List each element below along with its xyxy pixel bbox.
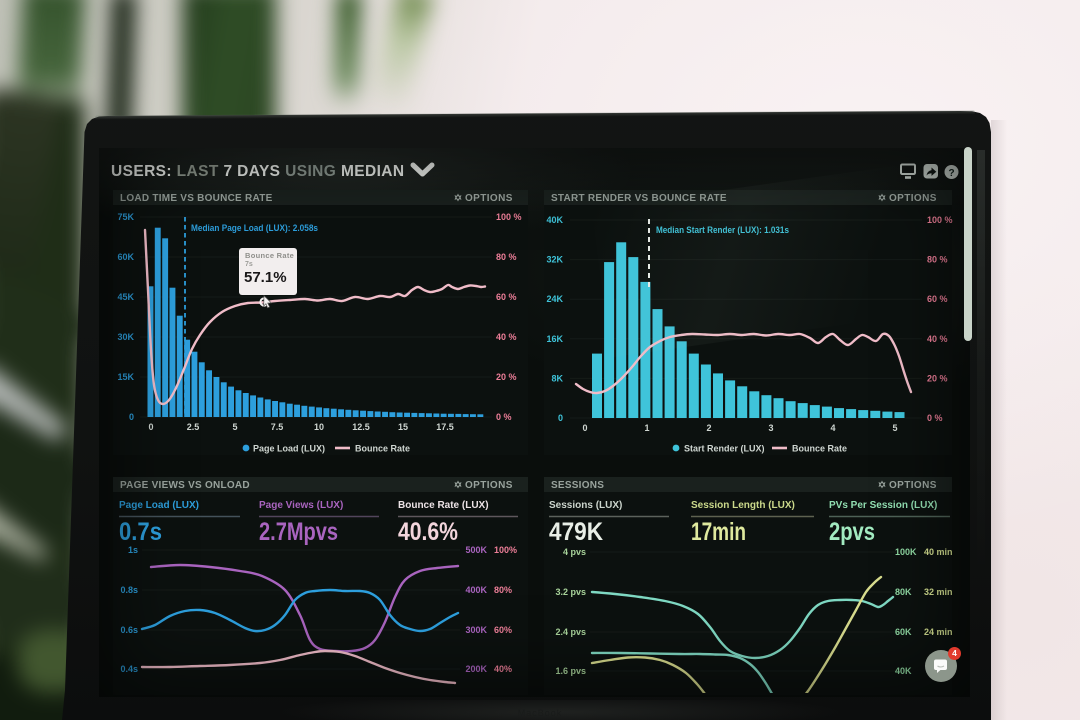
svg-text:60K: 60K [895, 627, 912, 637]
svg-text:1.6 pvs: 1.6 pvs [555, 666, 586, 676]
svg-text:2.5: 2.5 [187, 422, 200, 432]
svg-text:40 min: 40 min [924, 547, 953, 557]
svg-text:0.7s: 0.7s [119, 518, 162, 546]
svg-text:40%: 40% [494, 664, 512, 674]
svg-text:30K: 30K [117, 332, 134, 342]
svg-text:0: 0 [558, 413, 563, 423]
svg-text:0: 0 [582, 423, 587, 433]
svg-text:Median Start Render (LUX): 1.0: Median Start Render (LUX): 1.031s [656, 225, 789, 236]
svg-text:100 %: 100 % [927, 215, 953, 225]
svg-text:80K: 80K [895, 587, 912, 597]
svg-text:0.6s: 0.6s [120, 625, 138, 635]
svg-text:START RENDER VS BOUNCE RATE: START RENDER VS BOUNCE RATE [551, 193, 727, 204]
svg-text:0: 0 [129, 412, 134, 422]
svg-text:0 %: 0 % [496, 412, 512, 422]
svg-text:17.5: 17.5 [436, 422, 454, 432]
svg-text:100 %: 100 % [496, 212, 522, 222]
svg-text:Page Load (LUX): Page Load (LUX) [253, 444, 325, 454]
svg-text:OPTIONS: OPTIONS [465, 193, 513, 204]
svg-text:2.7Mpvs: 2.7Mpvs [259, 518, 338, 546]
svg-text:7.5: 7.5 [271, 422, 284, 432]
svg-text:8K: 8K [551, 373, 563, 383]
svg-text:Median Page Load (LUX): 2.058s: Median Page Load (LUX): 2.058s [191, 223, 318, 234]
svg-text:0.8s: 0.8s [120, 585, 138, 595]
svg-text:45K: 45K [117, 292, 134, 302]
svg-text:60K: 60K [117, 252, 134, 262]
svg-text:0.4s: 0.4s [120, 664, 138, 674]
svg-text:500K: 500K [465, 545, 487, 555]
svg-text:20 %: 20 % [927, 373, 948, 383]
svg-text:?: ? [948, 168, 954, 179]
svg-text:2pvs: 2pvs [829, 518, 875, 546]
svg-text:20 %: 20 % [496, 372, 517, 382]
svg-text:10: 10 [314, 422, 324, 432]
svg-text:60 %: 60 % [927, 294, 948, 304]
svg-text:16K: 16K [546, 334, 563, 344]
svg-text:40.6%: 40.6% [398, 518, 458, 546]
svg-text:100%: 100% [494, 545, 517, 555]
svg-text:Sessions (LUX): Sessions (LUX) [549, 500, 622, 511]
svg-text:15: 15 [398, 422, 408, 432]
svg-text:200K: 200K [465, 664, 487, 674]
svg-text:PAGE VIEWS VS ONLOAD: PAGE VIEWS VS ONLOAD [120, 480, 250, 491]
svg-text:400K: 400K [465, 585, 487, 595]
svg-text:100K: 100K [895, 547, 917, 557]
svg-text:75K: 75K [117, 212, 134, 222]
svg-text:40 %: 40 % [496, 332, 517, 342]
svg-text:60 %: 60 % [496, 292, 517, 302]
svg-text:Bounce Rate: Bounce Rate [355, 444, 410, 454]
svg-text:12.5: 12.5 [352, 422, 370, 432]
svg-text:80 %: 80 % [927, 255, 948, 265]
svg-text:60%: 60% [494, 625, 512, 635]
svg-text:OPTIONS: OPTIONS [889, 193, 937, 204]
svg-text:4: 4 [830, 423, 835, 433]
svg-text:2: 2 [706, 423, 711, 433]
svg-text:40K: 40K [895, 666, 912, 676]
svg-text:OPTIONS: OPTIONS [465, 480, 513, 491]
svg-text:80%: 80% [494, 585, 512, 595]
svg-text:Bounce Rate (LUX): Bounce Rate (LUX) [398, 500, 489, 511]
svg-text:32 min: 32 min [924, 587, 953, 597]
svg-text:Bounce Rate: Bounce Rate [792, 444, 847, 454]
svg-text:5: 5 [232, 422, 237, 432]
svg-text:479K: 479K [549, 518, 603, 546]
svg-text:3.2 pvs: 3.2 pvs [555, 587, 586, 597]
svg-text:24 min: 24 min [924, 627, 953, 637]
svg-text:0: 0 [148, 422, 153, 432]
svg-text:Session Length (LUX): Session Length (LUX) [691, 500, 795, 511]
svg-text:LOAD TIME VS BOUNCE RATE: LOAD TIME VS BOUNCE RATE [120, 193, 273, 204]
svg-text:15K: 15K [117, 372, 134, 382]
svg-text:40 %: 40 % [927, 334, 948, 344]
svg-text:OPTIONS: OPTIONS [889, 480, 937, 491]
svg-text:4 pvs: 4 pvs [563, 547, 586, 557]
svg-text:80 %: 80 % [496, 252, 517, 262]
svg-text:2.4 pvs: 2.4 pvs [555, 627, 586, 637]
svg-text:17min: 17min [691, 518, 746, 546]
svg-text:40K: 40K [546, 215, 563, 225]
svg-text:32K: 32K [546, 255, 563, 265]
svg-text:1: 1 [644, 423, 649, 433]
svg-text:SESSIONS: SESSIONS [551, 480, 604, 491]
svg-text:PVs Per Session (LUX): PVs Per Session (LUX) [829, 500, 937, 511]
svg-text:1s: 1s [128, 545, 138, 555]
svg-text:Page Views (LUX): Page Views (LUX) [259, 500, 343, 511]
svg-text:Start Render (LUX): Start Render (LUX) [684, 444, 765, 454]
svg-text:0 %: 0 % [927, 413, 943, 423]
svg-text:300K: 300K [465, 625, 487, 635]
svg-text:Page Load (LUX): Page Load (LUX) [119, 500, 199, 511]
svg-text:3: 3 [768, 423, 773, 433]
svg-text:24K: 24K [546, 294, 563, 304]
svg-text:5: 5 [892, 423, 897, 433]
svg-text:USERS: LAST 7 DAYS USING MEDIA: USERS: LAST 7 DAYS USING MEDIAN [111, 163, 404, 180]
